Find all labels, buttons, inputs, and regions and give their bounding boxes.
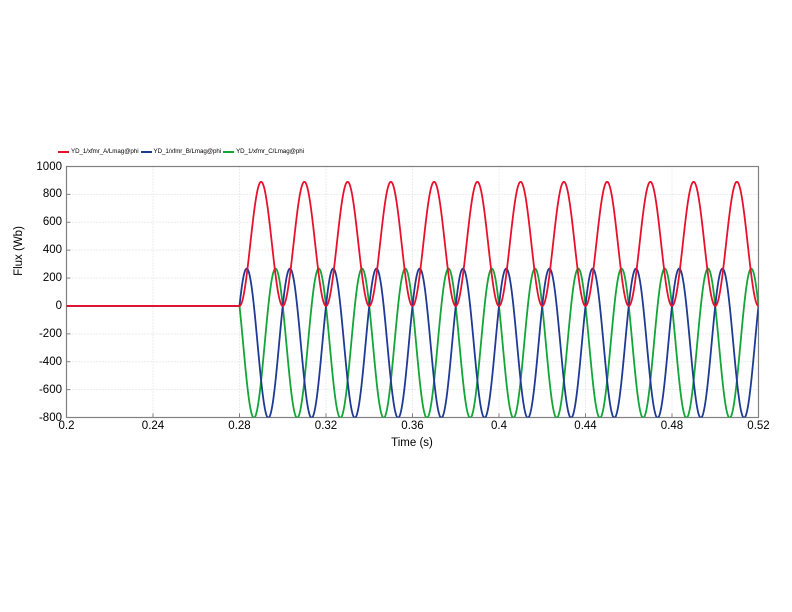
y-tick-label: -400	[38, 355, 62, 368]
series-line-a	[66, 180, 759, 307]
legend-label-a: YD_1/xfmr_A/Lmag@phi	[71, 147, 139, 155]
legend-swatch-c	[223, 150, 235, 153]
y-tick-label: 200	[42, 272, 62, 285]
y-tick-label: 800	[42, 188, 62, 201]
y-tick-label: 0	[55, 299, 62, 312]
legend-entry-a: YD_1/xfmr_A/Lmag@phi	[58, 148, 139, 156]
legend-swatch-b	[140, 150, 152, 153]
y-tick-label: -800	[38, 411, 62, 424]
y-tick-label: 1000	[36, 160, 62, 173]
x-tick-label: 0.44	[574, 420, 597, 432]
x-tick-label: 0.48	[660, 420, 684, 432]
y-tick-label: 600	[42, 216, 62, 229]
chart-legend: YD_1/xfmr_A/Lmag@phi YD_1/xfmr_B/Lmag@ph…	[58, 145, 306, 158]
x-tick-label: 0.24	[141, 420, 165, 432]
data-series	[66, 180, 759, 418]
x-tick-label: 0.28	[228, 420, 251, 432]
legend-entry-b: YD_1/xfmr_B/Lmag@phi	[140, 147, 222, 156]
y-tick-label: -600	[38, 383, 62, 396]
grid-lines	[66, 166, 759, 418]
legend-label-c: YD_1/xfmr_C/Lmag@phi	[236, 147, 304, 155]
x-tick-label: 0.36	[401, 420, 424, 432]
x-tick-label: 0.2	[58, 420, 75, 432]
legend-entry-c: YD_1/xfmr_C/Lmag@phi	[223, 148, 304, 156]
y-tick-label: -200	[38, 327, 62, 340]
x-tick-label: 0.32	[314, 420, 338, 432]
y-tick-labels: -800 -600 -400 -200 0 200 400 600 800 1000	[16, 0, 62, 612]
y-tick-label: 400	[42, 244, 62, 257]
x-tick-label: 0.4	[491, 420, 507, 432]
legend-swatch-a	[58, 150, 69, 153]
legend-label-b: YD_1/xfmr_B/Lmag@phi	[153, 147, 222, 155]
x-tick-label: 0.52	[747, 420, 770, 432]
x-axis-title: Time (s)	[391, 437, 433, 449]
